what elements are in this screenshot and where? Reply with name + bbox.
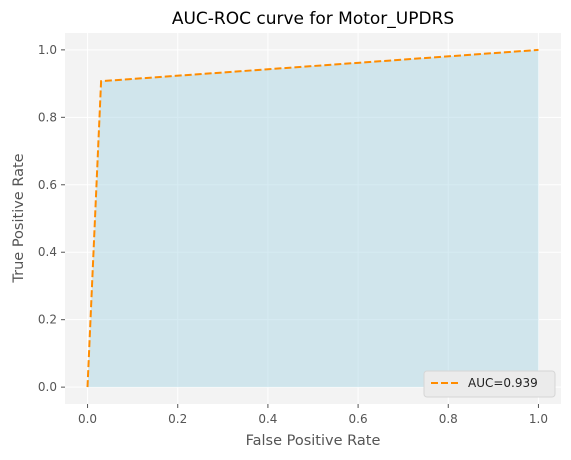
y-tick-label: 0.2	[38, 313, 57, 327]
x-axis-label: False Positive Rate	[246, 433, 381, 449]
chart-title: AUC-ROC curve for Motor_UPDRS	[172, 9, 454, 29]
y-tick-label: 0.6	[38, 178, 57, 192]
roc-area-fill	[87, 49, 539, 388]
x-tick-label: 0.2	[168, 412, 187, 426]
y-tick-label: 0.0	[38, 380, 57, 394]
legend: AUC=0.939	[423, 370, 556, 398]
y-tick-label: 1.0	[38, 43, 57, 57]
y-axis-label: True Positive Rate	[11, 153, 27, 283]
legend-box	[423, 370, 556, 398]
x-tick-label: 0.0	[78, 412, 97, 426]
x-tick-label: 1.0	[529, 412, 548, 426]
x-tick-label: 0.8	[439, 412, 458, 426]
legend-label: AUC=0.939	[468, 376, 538, 390]
y-tick-label: 0.4	[38, 245, 57, 259]
x-axis-ticks: 0.0 0.2 0.4 0.6 0.8 1.0	[78, 404, 548, 426]
y-axis-ticks: 0.0 0.2 0.4 0.6 0.8 1.0	[38, 43, 65, 394]
x-tick-label: 0.4	[258, 412, 277, 426]
y-tick-label: 0.8	[38, 110, 57, 124]
roc-curve-line	[86, 48, 539, 388]
x-tick-label: 0.6	[349, 412, 368, 426]
